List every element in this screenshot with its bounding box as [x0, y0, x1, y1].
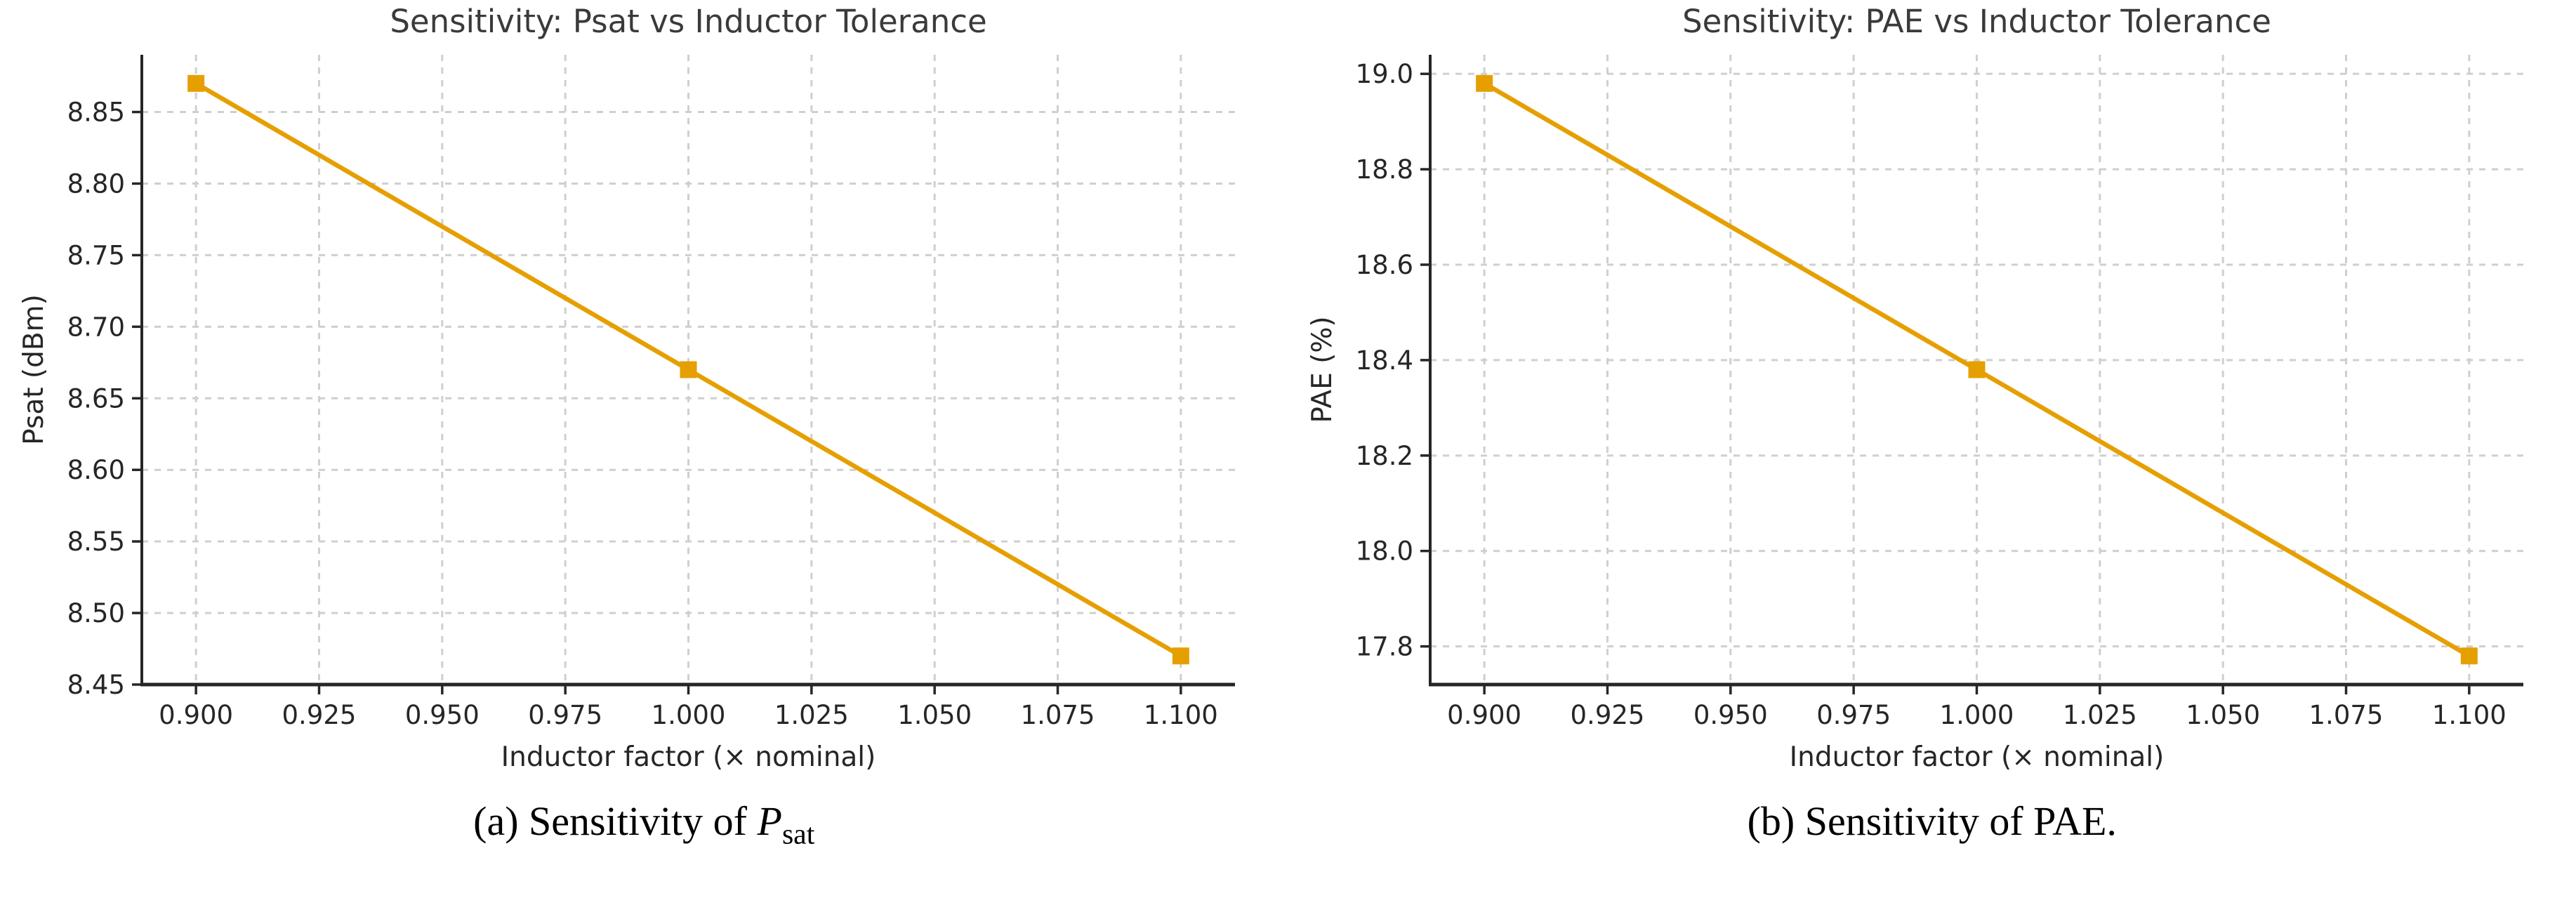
- plot-background: [12, 0, 1276, 786]
- y-tick-label: 8.50: [67, 598, 125, 628]
- y-tick-label: 8.75: [67, 240, 125, 270]
- pae-sensitivity-chart: 0.900 0.925 0.950 0.975 1.000 1.025 1.050 1.075…: [1300, 0, 2564, 786]
- data-point-marker: [680, 361, 697, 378]
- y-tick-label: 19.0: [1355, 59, 1413, 89]
- y-tick-label: 18.4: [1355, 345, 1413, 376]
- data-point-marker: [1968, 361, 1986, 378]
- subfigure-b: 0.900 0.925 0.950 0.975 1.000 1.025 1.050 1.075…: [1288, 0, 2576, 898]
- y-tick-label: 8.60: [67, 455, 125, 485]
- x-axis-label: Inductor factor (× nominal): [1789, 741, 2164, 773]
- subfigure-b-caption: (b) Sensitivity of PAE.: [1748, 799, 2117, 844]
- x-tick-label: 0.925: [1570, 700, 1644, 730]
- data-point-marker: [2460, 647, 2478, 665]
- data-point-marker: [187, 74, 205, 92]
- y-tick-label: 18.6: [1355, 250, 1413, 280]
- x-tick-label: 1.075: [2309, 700, 2383, 730]
- x-tick-label: 0.900: [1447, 700, 1521, 730]
- x-tick-label: 0.950: [405, 700, 480, 730]
- caption-a-symbol: P: [757, 798, 782, 844]
- y-tick-label: 8.70: [67, 312, 125, 342]
- data-point-marker: [1173, 647, 1190, 665]
- x-tick-label: 1.050: [2186, 700, 2260, 730]
- x-tick-label: 1.050: [897, 700, 972, 730]
- caption-a-text: (a) Sensitivity of: [473, 798, 758, 844]
- plot-background: [1300, 0, 2564, 786]
- x-tick-label: 1.100: [2432, 700, 2506, 730]
- caption-b-text: (b) Sensitivity of PAE.: [1747, 798, 2117, 844]
- chart-title: Sensitivity: PAE vs Inductor Tolerance: [1682, 3, 2271, 40]
- x-tick-label: 0.975: [528, 700, 602, 730]
- x-tick-label: 0.950: [1693, 700, 1768, 730]
- subfigure-a: 0.900 0.925 0.950 0.975 1.000 1.025 1.050 1.075…: [12, 0, 1276, 850]
- y-axis-label: PAE (%): [1307, 316, 1338, 423]
- x-axis-label: Inductor factor (× nominal): [501, 741, 876, 773]
- x-tick-label: 1.000: [652, 700, 726, 730]
- y-tick-label: 18.8: [1355, 154, 1413, 185]
- subfigure-a-caption: (a) Sensitivity of Psat: [473, 798, 814, 850]
- caption-a-subscript: sat: [781, 818, 815, 851]
- x-tick-label: 1.025: [2063, 700, 2137, 730]
- y-tick-label: 18.0: [1355, 536, 1413, 567]
- y-tick-label: 18.2: [1355, 441, 1413, 471]
- x-tick-label: 0.925: [282, 700, 357, 730]
- y-axis-label: Psat (dBm): [18, 294, 50, 445]
- y-tick-label: 8.45: [67, 670, 125, 700]
- x-tick-label: 1.075: [1021, 700, 1095, 730]
- x-tick-label: 0.975: [1816, 700, 1891, 730]
- x-tick-label: 0.900: [159, 700, 233, 730]
- x-tick-label: 1.100: [1144, 700, 1218, 730]
- y-tick-label: 8.55: [67, 527, 125, 557]
- x-tick-label: 1.025: [774, 700, 849, 730]
- y-tick-label: 17.8: [1355, 632, 1413, 662]
- data-point-marker: [1475, 74, 1493, 92]
- y-tick-label: 8.65: [67, 383, 125, 414]
- chart-title: Sensitivity: Psat vs Inductor Tolerance: [390, 3, 987, 40]
- x-tick-label: 1.000: [1939, 700, 2014, 730]
- psat-sensitivity-chart: 0.900 0.925 0.950 0.975 1.000 1.025 1.050 1.075…: [12, 0, 1276, 786]
- y-tick-label: 8.80: [67, 169, 125, 199]
- y-tick-label: 8.85: [67, 98, 125, 128]
